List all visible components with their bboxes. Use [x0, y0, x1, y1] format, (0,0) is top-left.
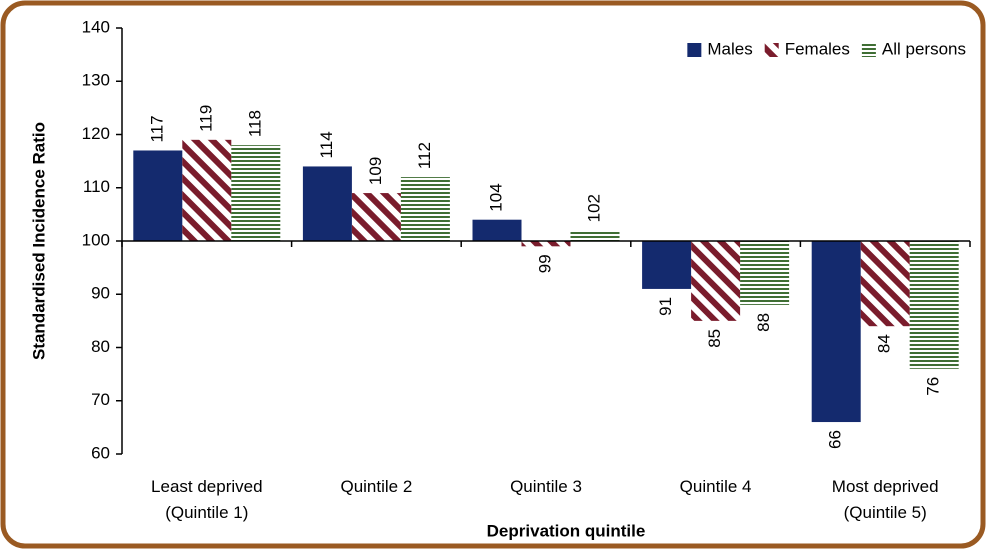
data-label: 88 — [754, 313, 773, 332]
y-tick-label: 120 — [82, 124, 110, 143]
bar — [740, 241, 790, 305]
legend-item: Males — [687, 39, 753, 58]
bar — [570, 230, 620, 241]
data-label: 99 — [535, 254, 554, 273]
data-label: 102 — [584, 194, 603, 222]
data-label: 104 — [486, 183, 505, 211]
legend-label: Males — [707, 39, 752, 58]
x-tick-label: Least deprived (Quintile 1) — [151, 477, 263, 522]
data-label: 117 — [147, 115, 166, 142]
bar — [182, 139, 232, 241]
bar — [133, 150, 183, 241]
bar — [811, 241, 861, 423]
legend-label: Females — [785, 39, 850, 58]
data-label: 112 — [415, 142, 434, 169]
data-label: 109 — [366, 157, 385, 185]
data-label: 119 — [196, 105, 215, 132]
legend-swatch — [861, 43, 876, 57]
legend-swatch — [764, 43, 779, 57]
data-label: 114 — [317, 131, 336, 158]
data-label: 91 — [656, 297, 675, 316]
y-tick-label: 90 — [91, 284, 110, 303]
legend-item: Females — [764, 39, 850, 58]
bar — [302, 166, 352, 241]
x-tick-label: Quintile 3 — [510, 477, 582, 496]
bar — [521, 241, 571, 247]
bar — [472, 219, 522, 241]
bar — [691, 241, 741, 321]
data-label: 66 — [826, 430, 845, 449]
data-label: 76 — [924, 377, 943, 396]
bar — [351, 193, 401, 241]
y-tick-label: 130 — [82, 71, 110, 90]
data-label: 84 — [875, 334, 894, 353]
y-tick-label: 80 — [91, 337, 110, 356]
x-axis-label: Deprivation quintile — [487, 521, 646, 540]
bar — [860, 241, 910, 327]
bar — [642, 241, 692, 289]
bar — [909, 241, 959, 369]
y-tick-label: 70 — [91, 390, 110, 409]
x-tick-label: Quintile 2 — [340, 477, 413, 496]
y-tick-label: 140 — [82, 17, 110, 36]
legend-label: All persons — [882, 39, 966, 58]
x-tick-label: Most deprived (Quintile 5) — [831, 477, 939, 522]
y-tick-label: 60 — [91, 443, 110, 462]
data-label: 85 — [705, 329, 724, 348]
bar — [400, 177, 450, 241]
y-axis-label: Standardised Incidence Ratio — [29, 122, 48, 360]
y-tick-label: 110 — [83, 177, 110, 196]
legend-item: All persons — [861, 39, 966, 58]
x-tick-label: Quintile 4 — [679, 477, 752, 496]
legend-swatch — [687, 43, 702, 57]
y-tick-label: 100 — [82, 230, 110, 249]
bar — [231, 145, 281, 241]
data-label: 118 — [245, 110, 264, 137]
